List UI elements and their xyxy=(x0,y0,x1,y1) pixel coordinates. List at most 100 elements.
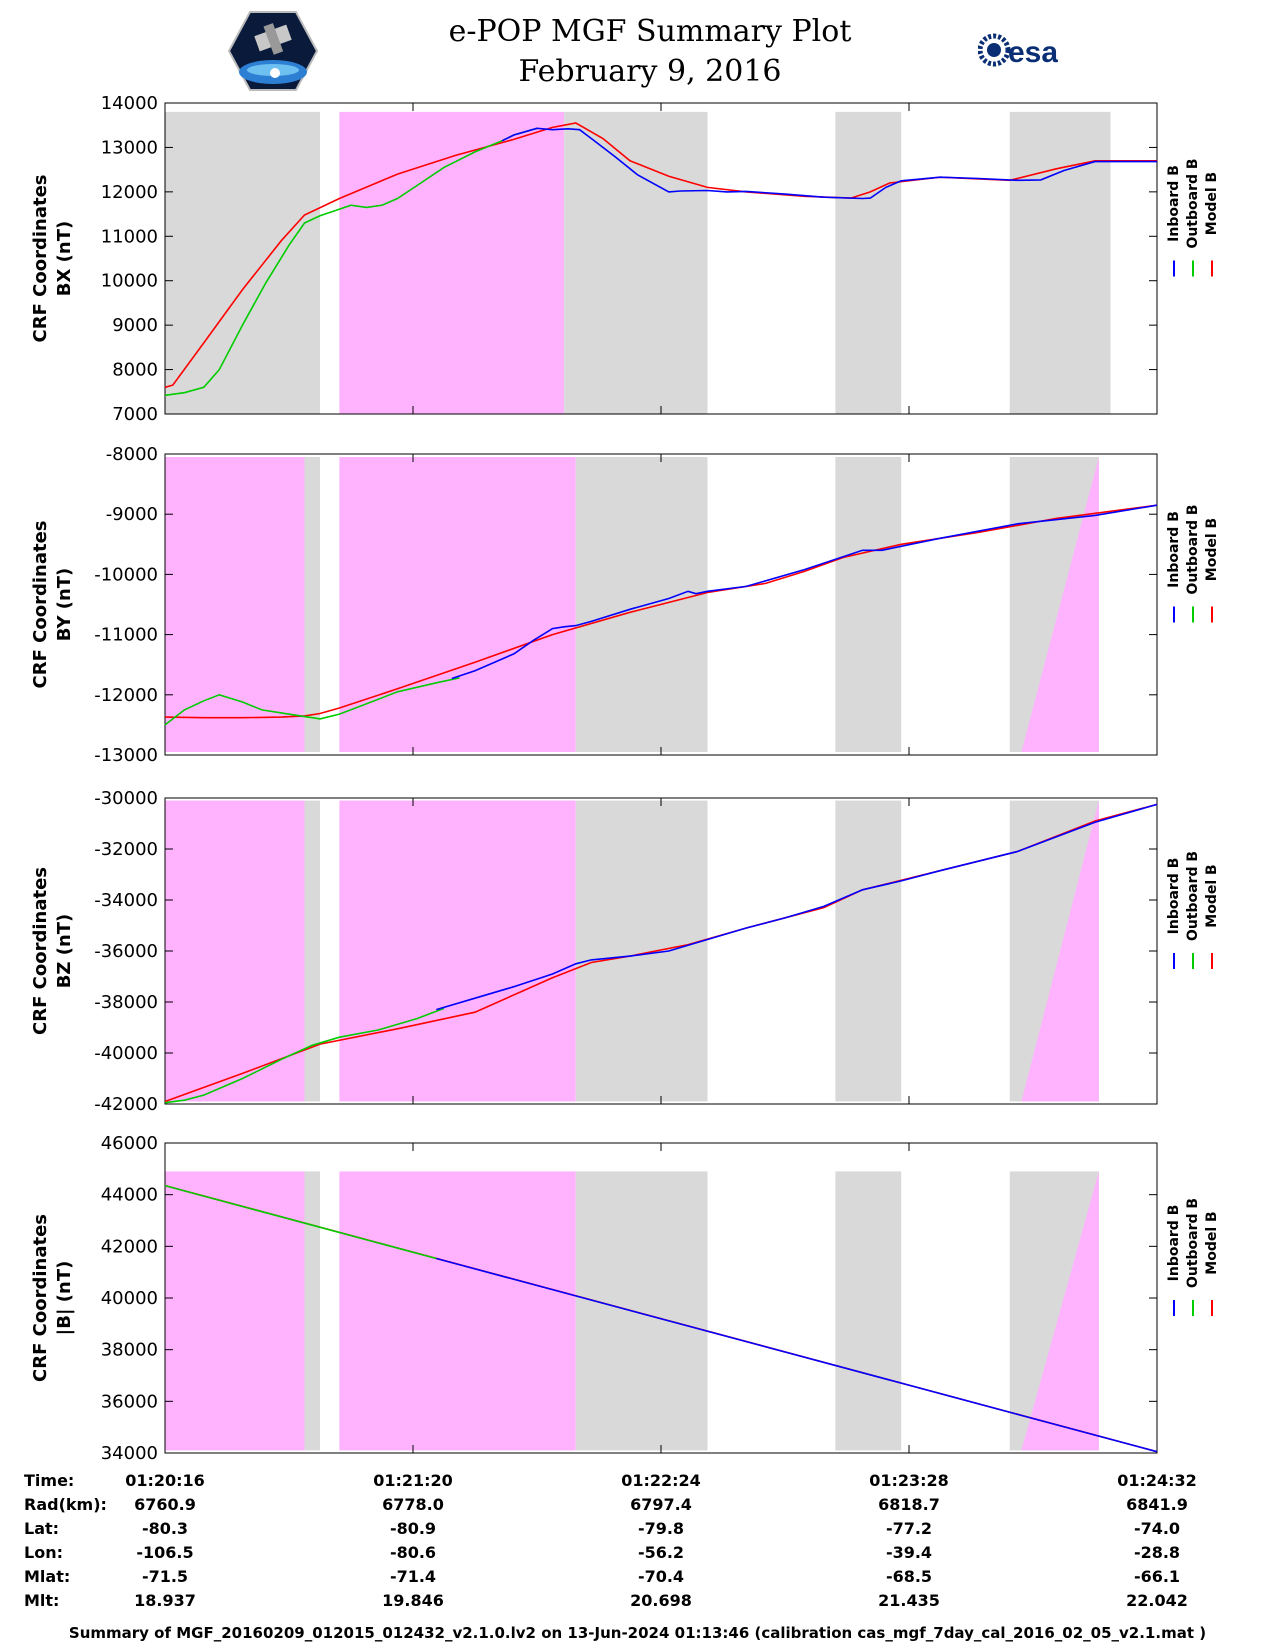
band-gray xyxy=(575,1171,708,1451)
y-tick-label: -32000 xyxy=(94,839,158,860)
ephemeris-row-label: Mlt: xyxy=(24,1591,59,1610)
ephemeris-value: 22.042 xyxy=(1126,1591,1188,1610)
y-tick-label: -13000 xyxy=(94,745,158,766)
y-axis-label-units: |B| (nT) xyxy=(54,1261,75,1336)
esa-logo: esa xyxy=(978,33,1058,69)
panel-1: 7000 8000 9000 10000 11000 12000 13000 14000 CRF… xyxy=(30,93,1220,425)
ephemeris-value: -74.0 xyxy=(1134,1519,1180,1538)
y-axis-label-units: BY (nT) xyxy=(54,568,75,642)
y-tick-label: 9000 xyxy=(112,315,158,336)
ephemeris-value: 6760.9 xyxy=(134,1495,196,1514)
y-tick-label: -30000 xyxy=(94,788,158,809)
ephemeris-value: -71.4 xyxy=(390,1567,436,1586)
legend-label: Inboard B xyxy=(1166,1205,1182,1282)
series-inboard-b xyxy=(451,504,1158,680)
y-tick-label: 11000 xyxy=(101,226,158,247)
series-inboard-b xyxy=(436,1257,1158,1453)
band-gray xyxy=(835,457,902,752)
ephemeris-row-label: Lon: xyxy=(24,1543,63,1562)
y-tick-label: -36000 xyxy=(94,941,158,962)
ephemeris-row-label: Time: xyxy=(24,1471,74,1490)
y-tick-label: -8000 xyxy=(106,444,158,465)
legend-label: Inboard B xyxy=(1166,858,1182,935)
ephemeris-value: 01:21:20 xyxy=(373,1471,453,1490)
ephemeris-value: 18.937 xyxy=(134,1591,196,1610)
series-outboard-b xyxy=(164,127,538,397)
y-tick-label: -12000 xyxy=(94,685,158,706)
y-tick-label: 36000 xyxy=(101,1391,158,1412)
ephemeris-value: -80.3 xyxy=(142,1519,188,1538)
series-inboard-b xyxy=(436,803,1158,1011)
y-tick-label: -40000 xyxy=(94,1043,158,1064)
band-gray xyxy=(304,457,320,752)
y-axis-label: CRF Coordinates xyxy=(30,867,51,1035)
band-gray xyxy=(835,111,902,414)
legend-label: Outboard B xyxy=(1185,851,1201,941)
band-gray xyxy=(304,800,320,1102)
ephemeris-value: -68.5 xyxy=(886,1567,932,1586)
plot-title: e-POP MGF Summary Plot xyxy=(448,14,852,49)
ephemeris-value: 6818.7 xyxy=(878,1495,940,1514)
legend-label: Outboard B xyxy=(1185,158,1201,248)
ephemeris-value: 01:20:16 xyxy=(125,1471,205,1490)
y-tick-label: 7000 xyxy=(112,404,158,425)
series-inboard-b xyxy=(501,127,1157,200)
y-tick-label: -11000 xyxy=(94,625,158,646)
band-triangle xyxy=(1021,457,1099,752)
y-axis-label-units: BZ (nT) xyxy=(54,914,75,989)
ephemeris-value: -106.5 xyxy=(136,1543,193,1562)
y-tick-label: -9000 xyxy=(106,504,158,525)
band-pink xyxy=(339,457,576,752)
plot-date: February 9, 2016 xyxy=(518,54,782,89)
ephemeris-value: 21.435 xyxy=(878,1591,940,1610)
series-outboard-b xyxy=(164,677,460,726)
series-outboard-b xyxy=(164,1007,445,1104)
y-tick-label: 42000 xyxy=(101,1236,158,1257)
y-tick-label: -34000 xyxy=(94,890,158,911)
ephemeris-value: 6841.9 xyxy=(1126,1495,1188,1514)
y-tick-label: -42000 xyxy=(94,1094,158,1115)
y-axis-label: CRF Coordinates xyxy=(30,1214,51,1382)
legend-label: Model B xyxy=(1204,864,1220,927)
band-pink xyxy=(339,800,576,1102)
y-tick-label: 14000 xyxy=(101,93,158,114)
ephemeris-row-label: Rad(km): xyxy=(24,1495,107,1514)
legend-label: Outboard B xyxy=(1185,1198,1201,1288)
legend-label: Outboard B xyxy=(1185,504,1201,594)
ephemeris-value: -80.6 xyxy=(390,1543,436,1562)
y-tick-label: -10000 xyxy=(94,564,158,585)
band-gray xyxy=(165,111,320,414)
panel-2: -13000 -12000 -11000 -10000 -9000 -8000 CRF Co… xyxy=(30,444,1220,766)
ephemeris-table: Time: Rad(km): Lat: Lon: Mlat: Mlt: 01:20:16 67… xyxy=(24,1471,1197,1610)
band-gray xyxy=(835,1171,902,1451)
band-triangle xyxy=(1021,1171,1099,1451)
ephemeris-value: 6778.0 xyxy=(382,1495,444,1514)
ephemeris-value: -28.8 xyxy=(1134,1543,1180,1562)
ephemeris-value: -71.5 xyxy=(142,1567,188,1586)
legend-label: Model B xyxy=(1204,172,1220,235)
band-gray xyxy=(564,111,708,414)
band-gray xyxy=(1009,111,1111,414)
y-tick-label: 34000 xyxy=(101,1443,158,1464)
footer-summary: Summary of MGF_20160209_012015_012432_v2… xyxy=(68,1624,1207,1642)
y-tick-label: 12000 xyxy=(101,182,158,203)
band-triangle xyxy=(1021,800,1099,1102)
ephemeris-row-label: Mlat: xyxy=(24,1567,70,1586)
ephemeris-value: -56.2 xyxy=(638,1543,684,1562)
panel-4: 34000 36000 38000 40000 42000 44000 46000 CRF C… xyxy=(30,1133,1220,1464)
legend-label: Inboard B xyxy=(1166,511,1182,588)
y-tick-label: 10000 xyxy=(101,271,158,292)
esa-logo-text: esa xyxy=(1008,36,1058,69)
y-axis-label: CRF Coordinates xyxy=(30,521,51,689)
ephemeris-value: -79.8 xyxy=(638,1519,684,1538)
y-tick-label: -38000 xyxy=(94,992,158,1013)
band-gray xyxy=(835,800,902,1102)
ephemeris-value: -70.4 xyxy=(638,1567,684,1586)
y-tick-label: 40000 xyxy=(101,1288,158,1309)
cassiope-epop-logo xyxy=(228,11,318,91)
ephemeris-value: -66.1 xyxy=(1134,1567,1180,1586)
legend-label: Model B xyxy=(1204,1211,1220,1274)
y-tick-label: 44000 xyxy=(101,1185,158,1206)
band-gray xyxy=(575,457,708,752)
